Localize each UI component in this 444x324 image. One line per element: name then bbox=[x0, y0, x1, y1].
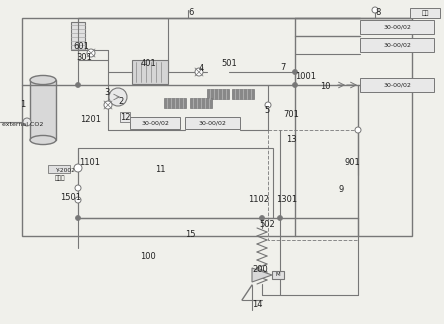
Text: 2: 2 bbox=[118, 97, 123, 106]
Text: 100: 100 bbox=[140, 252, 156, 261]
Circle shape bbox=[23, 118, 31, 126]
Bar bbox=[120, 112, 130, 122]
Text: 10: 10 bbox=[320, 82, 330, 91]
Bar bbox=[268, 130, 358, 240]
Bar bbox=[71, 22, 85, 50]
Text: 7: 7 bbox=[280, 63, 285, 72]
Text: 501: 501 bbox=[221, 59, 237, 68]
Text: 30-00/02: 30-00/02 bbox=[141, 121, 169, 125]
Bar bbox=[130, 117, 180, 129]
Text: 30-00/02: 30-00/02 bbox=[198, 121, 226, 125]
Bar bbox=[164, 98, 186, 108]
Text: 气罐: 气罐 bbox=[421, 10, 429, 16]
Text: 3: 3 bbox=[104, 88, 109, 97]
Circle shape bbox=[195, 68, 203, 76]
Bar bbox=[410, 8, 440, 18]
Text: 4: 4 bbox=[199, 64, 204, 73]
Text: 1201: 1201 bbox=[80, 115, 101, 124]
Bar bbox=[30, 80, 56, 140]
Circle shape bbox=[104, 101, 112, 109]
Bar bbox=[232, 89, 254, 99]
Circle shape bbox=[87, 49, 95, 57]
Text: 14: 14 bbox=[252, 300, 262, 309]
Text: 901: 901 bbox=[344, 158, 360, 167]
Bar bbox=[185, 117, 240, 129]
Circle shape bbox=[293, 83, 297, 87]
Bar bbox=[132, 60, 168, 84]
Text: external CO2: external CO2 bbox=[2, 122, 44, 127]
Text: 8: 8 bbox=[375, 8, 381, 17]
Text: 11: 11 bbox=[155, 165, 166, 174]
Circle shape bbox=[75, 215, 80, 221]
Circle shape bbox=[75, 185, 81, 191]
Text: 502: 502 bbox=[259, 220, 275, 229]
Circle shape bbox=[75, 197, 81, 203]
Bar bbox=[207, 89, 229, 99]
Circle shape bbox=[259, 215, 265, 221]
Text: 排放管: 排放管 bbox=[55, 175, 66, 180]
Circle shape bbox=[355, 127, 361, 133]
Circle shape bbox=[293, 70, 297, 75]
Text: 601: 601 bbox=[73, 42, 89, 51]
Text: 701: 701 bbox=[283, 110, 299, 119]
Text: 12: 12 bbox=[120, 113, 131, 122]
Ellipse shape bbox=[30, 135, 56, 145]
Text: Y-2002: Y-2002 bbox=[55, 168, 75, 173]
Text: 15: 15 bbox=[185, 230, 195, 239]
Ellipse shape bbox=[30, 75, 56, 85]
Circle shape bbox=[74, 164, 82, 172]
Text: 1001: 1001 bbox=[295, 72, 316, 81]
Text: 1301: 1301 bbox=[276, 195, 297, 204]
Bar bbox=[22, 18, 412, 236]
Circle shape bbox=[372, 7, 378, 13]
Circle shape bbox=[265, 102, 271, 108]
Text: 1501: 1501 bbox=[60, 193, 81, 202]
Bar bbox=[360, 38, 434, 52]
Text: 30-00/02: 30-00/02 bbox=[383, 42, 411, 48]
Text: 13: 13 bbox=[286, 135, 297, 144]
Text: 6: 6 bbox=[188, 8, 194, 17]
Bar bbox=[190, 98, 212, 108]
Text: 1: 1 bbox=[20, 100, 25, 109]
Text: M: M bbox=[276, 272, 280, 277]
Bar bbox=[360, 78, 434, 92]
Circle shape bbox=[278, 215, 282, 221]
Bar bbox=[360, 20, 434, 34]
Circle shape bbox=[75, 83, 80, 87]
Text: 30-00/02: 30-00/02 bbox=[383, 83, 411, 87]
Text: 401: 401 bbox=[141, 59, 157, 68]
Text: 200: 200 bbox=[252, 265, 268, 274]
Bar bbox=[78, 148, 273, 218]
Bar bbox=[272, 271, 284, 279]
Text: 5: 5 bbox=[264, 106, 269, 115]
Polygon shape bbox=[252, 268, 272, 282]
Bar bbox=[48, 165, 70, 173]
Text: 1102: 1102 bbox=[248, 195, 269, 204]
Text: 1101: 1101 bbox=[79, 158, 100, 167]
Text: 9: 9 bbox=[338, 185, 343, 194]
Text: 30-00/02: 30-00/02 bbox=[383, 25, 411, 29]
Text: 301: 301 bbox=[76, 53, 92, 62]
Circle shape bbox=[109, 88, 127, 106]
